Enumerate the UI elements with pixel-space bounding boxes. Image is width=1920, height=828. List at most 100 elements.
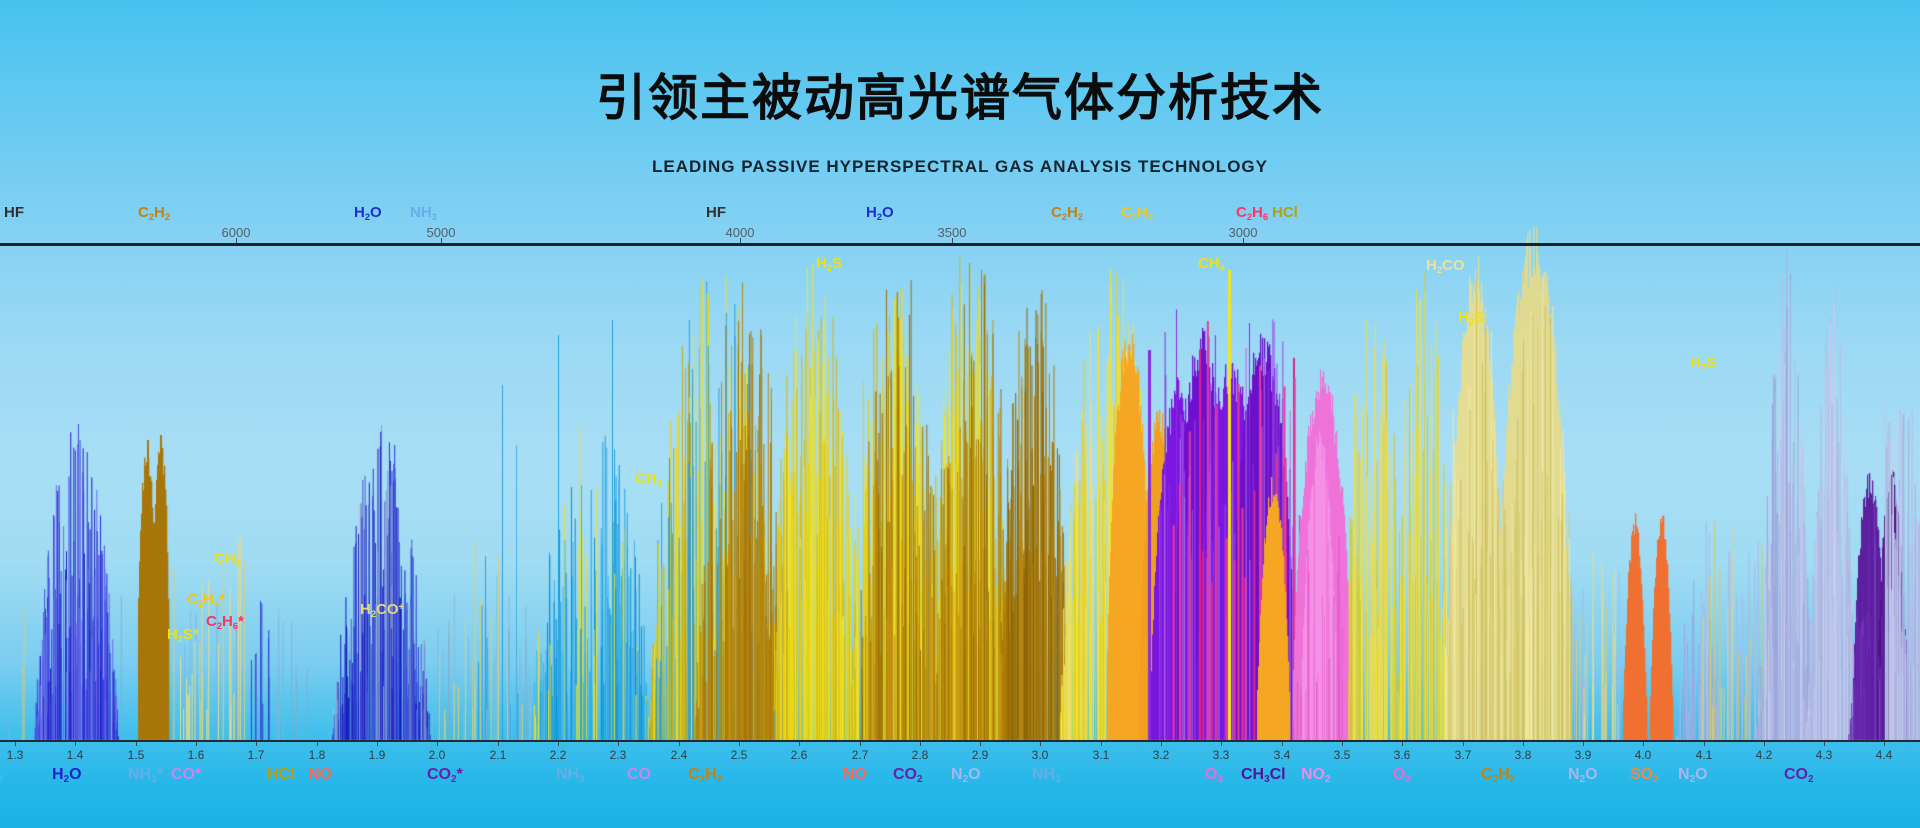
wavelength-tick-label: 2.2 [549, 748, 567, 762]
gas-label-bottom: N2O [1678, 766, 1708, 785]
wavenumber-tick-mark [952, 238, 953, 243]
gas-label-in-chart: H2S [1690, 354, 1717, 372]
wavelength-tick-mark [799, 742, 800, 746]
wavelength-tick-label: 2.3 [609, 748, 627, 762]
wavelength-tick-label: 1.7 [247, 748, 265, 762]
gas-label-bottom: O3 [1393, 766, 1411, 785]
wavelength-tick-mark [679, 742, 680, 746]
gas-label-top: HCl [1272, 204, 1298, 221]
gas-label-bottom: NH3 [1032, 766, 1061, 785]
wavenumber-tick-label: 4000 [725, 225, 755, 240]
wavelength-tick-mark [1161, 742, 1162, 746]
wavelength-tick-mark [75, 742, 76, 746]
gas-label-bottom: NH3 [556, 766, 585, 785]
wavelength-tick-mark [558, 742, 559, 746]
gas-label-bottom: O2 [0, 773, 3, 785]
gas-label-in-chart: H2S [816, 255, 843, 273]
wavelength-tick-label: 2.8 [911, 748, 929, 762]
wavelength-tick-mark [437, 742, 438, 746]
wavelength-tick-mark [15, 742, 16, 746]
wavelength-tick-label: 3.1 [1092, 748, 1110, 762]
gas-label-top: C2H4 [1121, 204, 1154, 222]
wavelength-tick-label: 3.4 [1273, 748, 1291, 762]
gas-label-bottom: N2O [1568, 766, 1598, 785]
wavelength-tick-mark [1282, 742, 1283, 746]
wavelength-tick-mark [739, 742, 740, 746]
wavenumber-tick-mark [1243, 238, 1244, 243]
wavelength-tick-mark [1342, 742, 1343, 746]
gas-label-bottom: O3 [1205, 766, 1223, 785]
wavelength-tick-mark [1643, 742, 1644, 746]
wavelength-tick-mark [256, 742, 257, 746]
gas-label-in-chart: CH4 [635, 470, 662, 488]
wavelength-tick-mark [920, 742, 921, 746]
wavenumber-tick-mark [236, 238, 237, 243]
wavelength-tick-label: 3.0 [1031, 748, 1049, 762]
wavelength-tick-mark [1704, 742, 1705, 746]
wavelength-tick-mark [1583, 742, 1584, 746]
wavelength-tick-label: 3.6 [1393, 748, 1411, 762]
wavelength-tick-label: 2.9 [971, 748, 989, 762]
gas-label-in-chart: H2S* [167, 626, 199, 644]
gas-label-top: HF [4, 204, 24, 221]
gas-label-bottom: N2O [951, 766, 981, 785]
wavenumber-tick-label: 3500 [937, 225, 967, 240]
wavelength-tick-mark [1884, 742, 1885, 746]
wavelength-tick-label: 1.8 [308, 748, 326, 762]
wavelength-tick-mark [860, 742, 861, 746]
wavelength-tick-label: 4.0 [1634, 748, 1652, 762]
wavelength-tick-mark [1101, 742, 1102, 746]
gas-label-in-chart: H2S [1458, 309, 1485, 327]
gas-label-in-chart: H2CO+ [360, 601, 404, 619]
wavenumber-tick-label: 6000 [221, 225, 251, 240]
wavelength-tick-label: 2.1 [489, 748, 507, 762]
gas-label-bottom: CO2* [427, 766, 463, 785]
wavelength-tick-label: 3.5 [1333, 748, 1351, 762]
gas-label-bottom: C2H2 [1481, 766, 1516, 785]
wavelength-tick-label: 4.3 [1815, 748, 1833, 762]
wavenumber-tick-label: 5000 [426, 225, 456, 240]
gas-label-top: C2H2 [1051, 204, 1084, 222]
wavelength-tick-label: 1.3 [6, 748, 24, 762]
wavelength-tick-mark [1463, 742, 1464, 746]
wavelength-tick-label: 3.8 [1514, 748, 1532, 762]
wavelength-tick-label: 2.7 [851, 748, 869, 762]
wavelength-tick-mark [1040, 742, 1041, 746]
page-subtitle: LEADING PASSIVE HYPERSPECTRAL GAS ANALYS… [652, 157, 1268, 176]
top-axis-line [0, 243, 1920, 246]
gas-label-bottom: CO [627, 766, 651, 783]
wavelength-tick-label: 2.0 [428, 748, 446, 762]
gas-label-bottom: NO [843, 766, 867, 783]
wavelength-tick-mark [1221, 742, 1222, 746]
wavelength-tick-mark [498, 742, 499, 746]
wavelength-tick-label: 3.7 [1454, 748, 1472, 762]
wavelength-tick-mark [980, 742, 981, 746]
gas-label-bottom: H2O [52, 766, 82, 785]
wavelength-tick-label: 1.6 [187, 748, 205, 762]
bottom-axis-line [0, 740, 1920, 742]
wavelength-tick-mark [317, 742, 318, 746]
gas-label-bottom: CO2 [1784, 766, 1814, 785]
wavelength-tick-label: 2.6 [790, 748, 808, 762]
wavelength-tick-mark [136, 742, 137, 746]
wavelength-tick-label: 1.4 [66, 748, 84, 762]
gas-label-top: C2H6 [1236, 204, 1269, 222]
gas-label-in-chart: CH4 [1198, 255, 1225, 273]
wavelength-tick-label: 3.9 [1574, 748, 1592, 762]
gas-label-top: C2H2 [138, 204, 171, 222]
wavelength-tick-label: 4.2 [1755, 748, 1773, 762]
wavelength-tick-label: 4.4 [1875, 748, 1893, 762]
gas-label-top: HF [706, 204, 726, 221]
page-title: 引领主被动高光谱气体分析技术 [596, 70, 1324, 126]
gas-label-bottom: C2H2 [688, 766, 723, 785]
gas-label-bottom: NO2 [1301, 766, 1331, 785]
wavelength-tick-mark [1764, 742, 1765, 746]
gas-label-top: H2O [354, 204, 382, 222]
wavenumber-tick-label: 3000 [1228, 225, 1258, 240]
gas-label-bottom: HCl [267, 766, 295, 783]
gas-label-bottom: CO2 [893, 766, 923, 785]
gas-label-bottom: CH3Cl [1241, 766, 1286, 785]
gas-label-bottom: NH3* [128, 766, 163, 785]
